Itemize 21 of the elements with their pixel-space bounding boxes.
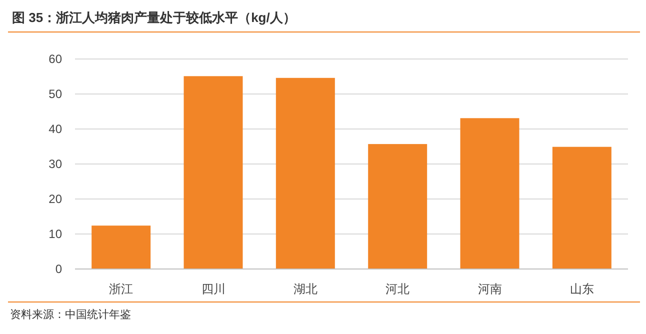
x-tick-label: 山东 [570,282,594,296]
chart-title: 图 35：浙江人均猪肉产量处于较低水平（kg/人） [12,10,296,25]
y-tick-label: 60 [48,52,62,66]
y-tick-label: 0 [55,262,62,276]
bar [92,226,151,269]
x-tick-label: 四川 [201,282,226,296]
x-tick-label: 湖北 [293,282,318,296]
y-tick-label: 40 [48,122,62,136]
bar [276,78,335,269]
y-tick-label: 30 [48,157,62,172]
y-tick-label: 20 [48,192,62,206]
x-tick-label: 河北 [386,282,410,296]
x-tick-label: 河南 [478,282,502,296]
bar [552,146,612,269]
bar [368,144,428,269]
y-tick-label: 50 [48,87,62,102]
bar [184,76,243,269]
bar [460,118,520,269]
y-tick-label: 10 [48,227,62,242]
text: 资料来源：中国统计年鉴 [10,308,131,321]
x-tick-label: 浙江 [109,282,134,296]
